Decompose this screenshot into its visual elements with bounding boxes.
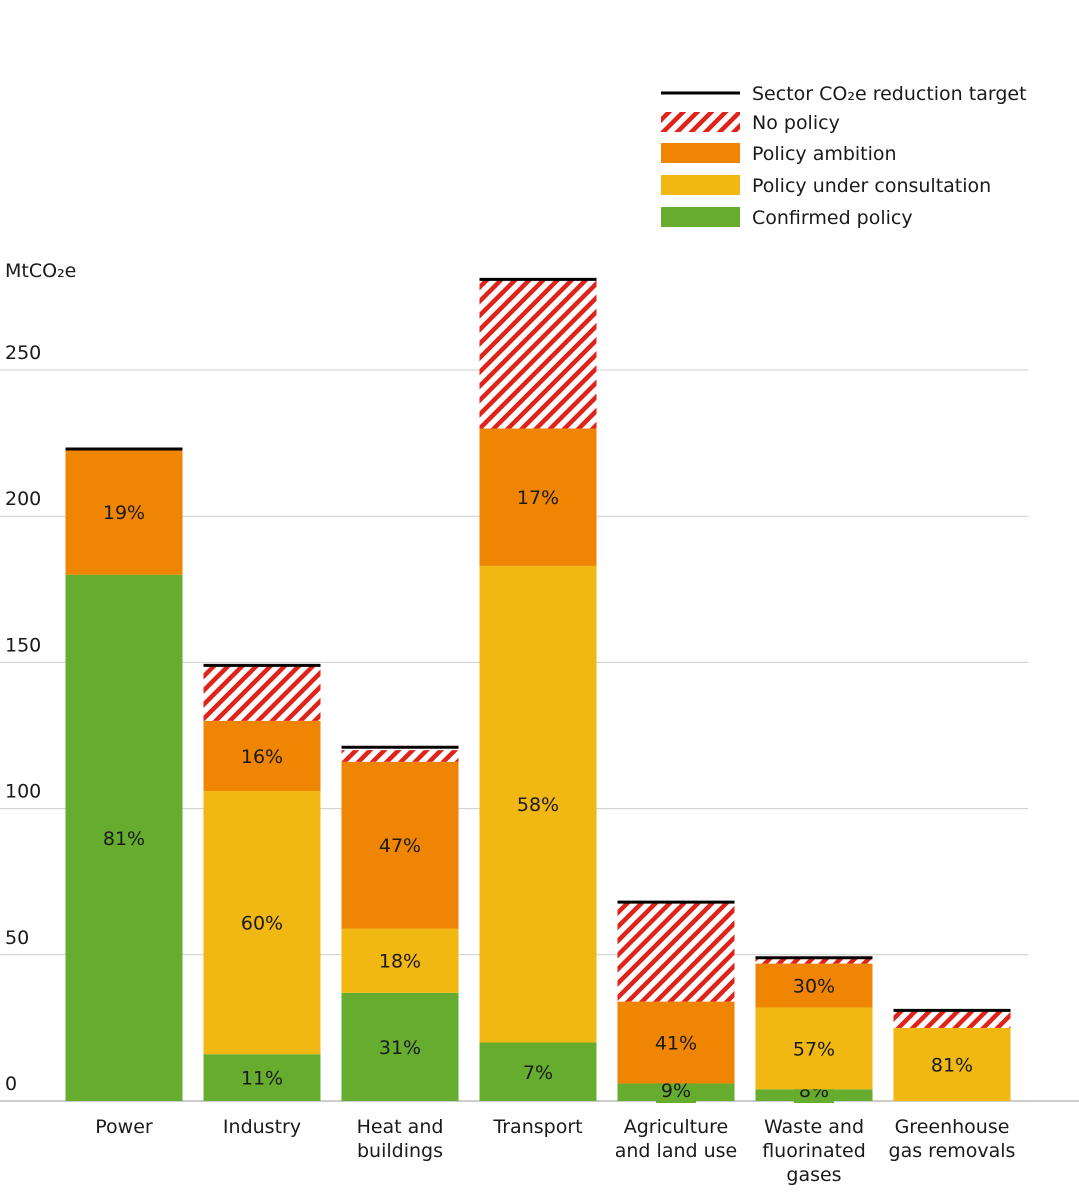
y-tick-label: 250	[5, 342, 41, 364]
share-label: 17%	[517, 487, 559, 509]
bar-segment	[755, 1007, 873, 1090]
legend-label: Policy under consultation	[752, 175, 991, 197]
share-label: 19%	[103, 502, 145, 524]
legend-label: Confirmed policy	[752, 207, 913, 229]
y-tick-label: 0	[5, 1073, 17, 1095]
legend-swatch	[661, 143, 740, 163]
share-label: 81%	[931, 1054, 973, 1076]
y-axis-label: MtCO₂e	[5, 260, 76, 282]
legend-swatch	[661, 112, 740, 132]
share-label: 11%	[241, 1068, 283, 1090]
x-tick-label: Greenhouse	[895, 1116, 1010, 1138]
share-label: 16%	[241, 746, 283, 768]
bar-segment	[65, 574, 183, 1101]
x-tick-label: buildings	[357, 1140, 443, 1162]
x-tick-label: gases	[786, 1164, 841, 1186]
bar-segment	[341, 750, 459, 762]
x-tick-label: Agriculture	[624, 1116, 729, 1138]
share-label: 81%	[103, 828, 145, 850]
share-label: 30%	[793, 976, 835, 998]
y-tick-label: 150	[5, 634, 41, 656]
x-tick-label: Waste and	[764, 1116, 864, 1138]
bar-segment	[203, 665, 321, 721]
x-tick-label: Transport	[492, 1116, 582, 1138]
x-tick-label: and land use	[615, 1140, 737, 1162]
bar-segment	[479, 1042, 597, 1101]
share-label: 60%	[241, 913, 283, 935]
share-label: 9%	[661, 1080, 691, 1102]
legend-label: Policy ambition	[752, 143, 897, 165]
legend-swatch	[661, 207, 740, 227]
share-label: 41%	[655, 1033, 697, 1055]
share-label: 18%	[379, 951, 421, 973]
bar-segment	[479, 279, 597, 429]
bar-segment	[617, 1001, 735, 1084]
bar-segment	[341, 928, 459, 993]
bar-segment	[755, 963, 873, 1008]
bar-segment	[893, 1027, 1011, 1101]
bar-segment	[893, 1010, 1011, 1028]
x-tick-label: Power	[95, 1116, 153, 1138]
x-tick-label: gas removals	[889, 1140, 1016, 1162]
bar-segment	[341, 761, 459, 929]
x-tick-label: fluorinated	[762, 1140, 866, 1162]
y-tick-label: 200	[5, 488, 41, 510]
share-label: 57%	[793, 1038, 835, 1060]
bar-segment	[341, 992, 459, 1101]
bar-segment	[755, 957, 873, 964]
bar-segment	[65, 448, 183, 575]
bar-segment	[203, 720, 321, 792]
share-label: 58%	[517, 794, 559, 816]
legend-label: Sector CO₂e reduction target	[752, 83, 1027, 105]
bar-segment	[479, 428, 597, 566]
share-label: 7%	[523, 1062, 553, 1084]
share-label: 47%	[379, 835, 421, 857]
y-tick-label: 50	[5, 927, 29, 949]
bar-segment	[617, 902, 735, 1002]
share-label: 31%	[379, 1037, 421, 1059]
legend-swatch	[661, 175, 740, 195]
bar-segment	[479, 565, 597, 1043]
legend-label: No policy	[752, 112, 840, 134]
bar-segment	[203, 791, 321, 1055]
bar-segment	[203, 1054, 321, 1101]
x-tick-label: Industry	[223, 1116, 301, 1138]
x-tick-label: Heat and	[357, 1116, 444, 1138]
y-tick-label: 100	[5, 781, 41, 803]
